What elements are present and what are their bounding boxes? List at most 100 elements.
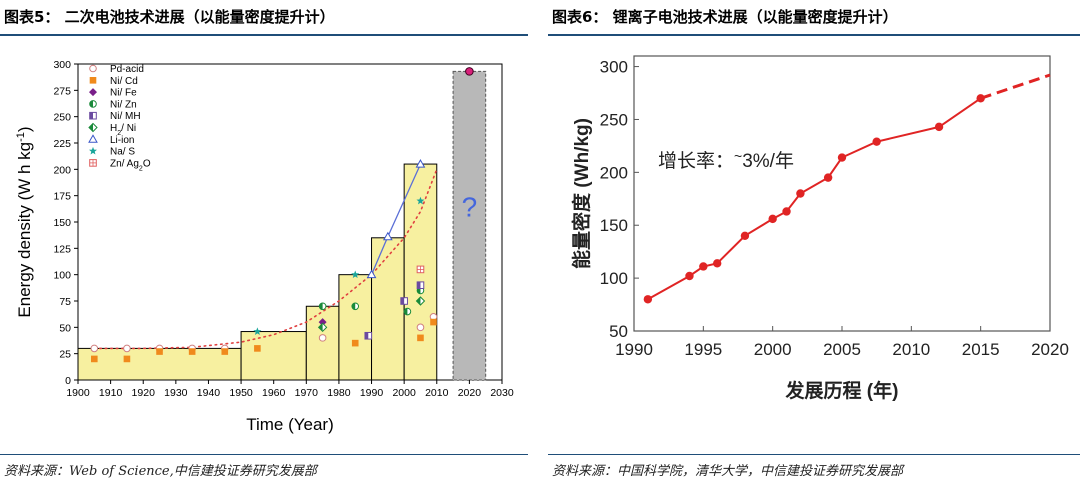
x-tick-label-2030: 2030	[490, 387, 514, 399]
point-ni-mh-1	[400, 297, 408, 305]
y-tick-label-200: 200	[600, 163, 628, 182]
point-ni-zn-1	[351, 302, 360, 311]
legend-label-zn-ag2o: Zn/ Ag2O	[110, 158, 151, 172]
point-4	[740, 231, 750, 241]
series-zn-ag2o	[416, 265, 425, 274]
legend-label-pd-acid: Pd-acid	[110, 64, 144, 75]
chart-li-ion-battery: 1990 1995 2000 2005 2010 2015 2020 50 100 150 200 2…	[570, 55, 1069, 402]
x-axis-label: Time (Year)	[246, 415, 334, 434]
point-0	[643, 295, 653, 304]
x-tick-label-1980: 1980	[327, 387, 351, 399]
y-tick-label-100: 100	[600, 269, 628, 288]
bar-3	[338, 274, 373, 381]
figure-source: 资料来源：中国科学院，清华大学，中信建投证券研究发展部	[552, 464, 904, 479]
y-tick-label-275: 275	[53, 85, 71, 97]
y-tick-label-175: 175	[53, 191, 71, 203]
point-ni-mh-0	[364, 331, 373, 340]
y-tick-label-50: 50	[609, 322, 628, 341]
y-tick-label-225: 225	[53, 138, 71, 150]
figure-title: 图表5： 二次电池技术进展（以能量密度提升计）	[4, 8, 335, 26]
source-divider	[0, 454, 528, 455]
point-3	[713, 259, 722, 268]
legend-marker-h2-ni	[88, 122, 98, 133]
x-tick-label-2020: 2020	[1031, 340, 1069, 359]
y-tick-label-25: 25	[59, 349, 71, 361]
point-li-ion-2	[415, 159, 426, 168]
y-tick-label-150: 150	[53, 217, 71, 229]
point-li-ion-1	[382, 231, 393, 241]
series-solid	[643, 94, 985, 304]
legend-label-li-ion: Li-ion	[110, 135, 134, 146]
figure-source: 资料来源：Web of Science,中信建投证券研究发展部	[4, 464, 317, 479]
point-na-s-2	[416, 196, 425, 205]
x-tick-label-1940: 1940	[197, 387, 221, 399]
point-5	[768, 214, 777, 224]
trend-curve	[93, 168, 438, 350]
point-ni-cd-3	[188, 348, 196, 355]
x-tick-label-1920: 1920	[132, 387, 156, 399]
point-8	[823, 173, 833, 182]
point-10	[872, 137, 881, 146]
legend-marker-li-ion	[88, 134, 98, 143]
point-ni-cd-2	[156, 348, 163, 355]
y-tick-label-150: 150	[600, 216, 628, 235]
y-axis-label-main: Energy density (W h kg	[15, 142, 34, 318]
series-li-ion	[366, 159, 426, 279]
x-tick-label-2010: 2010	[425, 387, 449, 399]
forecast-question-mark: ?	[462, 192, 478, 223]
title-divider	[548, 34, 1080, 36]
y-tick-label-300: 300	[600, 58, 628, 77]
point-ni-cd-1	[123, 355, 131, 363]
source-divider	[548, 454, 1080, 455]
legend-marker-ni-cd	[89, 77, 97, 84]
series-ni-cd	[91, 318, 437, 363]
x-tick-label-2010: 2010	[892, 340, 930, 359]
bar-1	[240, 331, 307, 381]
legend-label-ni-cd: Ni/ Cd	[110, 76, 138, 87]
point-h2-ni-1	[415, 296, 426, 306]
x-tick-label-1990: 1990	[615, 340, 653, 359]
point-ni-zn-0	[318, 302, 327, 311]
figure-panel-left: 图表5： 二次电池技术进展（以能量密度提升计） ? 1900 1910 1920 193…	[0, 0, 528, 489]
point-li-ion-0	[366, 269, 377, 279]
y-tick-label-100: 100	[53, 270, 71, 282]
x-tick-label-2005: 2005	[823, 340, 861, 359]
legend-label-na-s: Na/ S	[110, 147, 135, 158]
series-h2-ni	[317, 296, 426, 333]
bar-2	[305, 305, 340, 381]
point-ni-cd-4	[221, 348, 229, 355]
x-tick-label-1900: 1900	[66, 387, 90, 399]
point-na-s-0	[253, 327, 262, 335]
legend-marker-zn-ag2o	[89, 159, 97, 167]
point-11	[934, 122, 944, 132]
legend-marker-pd-acid	[89, 64, 97, 73]
point-pd-acid-5	[318, 334, 327, 342]
point-7	[796, 189, 805, 198]
bar-4	[371, 237, 405, 381]
point-h2-ni-0	[317, 322, 328, 333]
point-pd-acid-0	[90, 344, 99, 353]
y-tick-label-0: 0	[65, 375, 71, 387]
title-divider	[0, 34, 528, 36]
y-tick-label-125: 125	[53, 243, 71, 255]
figure-title: 图表6： 锂离子电池技术进展（以能量密度提升计）	[552, 8, 898, 26]
point-pd-acid-1	[123, 344, 131, 353]
x-tick-label-1995: 1995	[684, 340, 722, 359]
point-ni-zn-2	[403, 307, 412, 316]
x-tick-label-2000: 2000	[392, 387, 416, 399]
forecast-bar	[452, 70, 487, 381]
series-line-dashed	[980, 73, 1051, 100]
chart-secondary-battery: ? 1900 1910 1920 1930 1940 1950 1960 1970 1980 199…	[15, 59, 514, 434]
x-tick-label-1950: 1950	[229, 387, 253, 399]
point-ni-mh-2	[416, 281, 425, 289]
point-ni-fe-0	[318, 318, 327, 327]
x-tick-label-2000: 2000	[754, 340, 792, 359]
series-forecast	[465, 67, 474, 76]
y-tick-label-200: 200	[53, 164, 71, 176]
y-tick-label-75: 75	[59, 296, 71, 308]
x-tick-label-1930: 1930	[164, 387, 188, 399]
y-axis-label-end: )	[15, 126, 34, 132]
point-pd-acid-6	[416, 323, 425, 332]
y-tick-label-250: 250	[600, 110, 628, 129]
y-tick-label-250: 250	[53, 112, 71, 124]
